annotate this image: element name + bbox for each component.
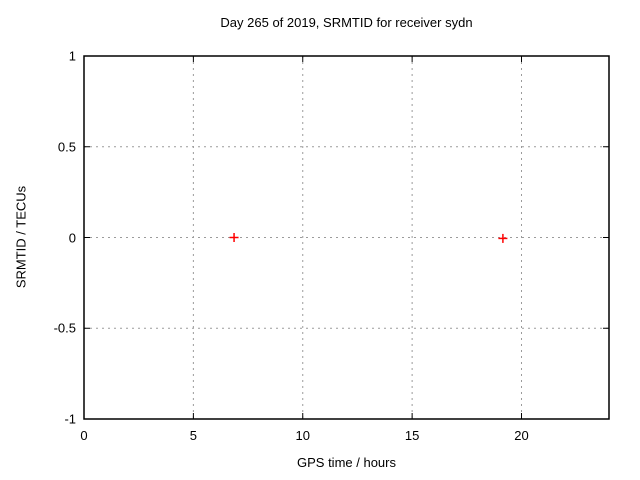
x-tick-label: 20 bbox=[514, 428, 529, 443]
y-tick-label: -1 bbox=[64, 411, 76, 427]
x-tick-label: 0 bbox=[80, 428, 88, 443]
y-tick-label: 0 bbox=[68, 230, 76, 245]
x-tick-label: 10 bbox=[295, 428, 310, 443]
x-tick-label: 15 bbox=[404, 428, 420, 443]
x-axis-label: GPS time / hours bbox=[297, 455, 396, 470]
y-tick-label: -0.5 bbox=[53, 320, 76, 336]
y-tick-label: 1 bbox=[68, 48, 76, 64]
chart-title: Day 265 of 2019, SRMTID for receiver syd… bbox=[220, 15, 473, 30]
x-tick-label: 5 bbox=[189, 428, 197, 443]
y-tick-label: 0.5 bbox=[57, 139, 76, 155]
